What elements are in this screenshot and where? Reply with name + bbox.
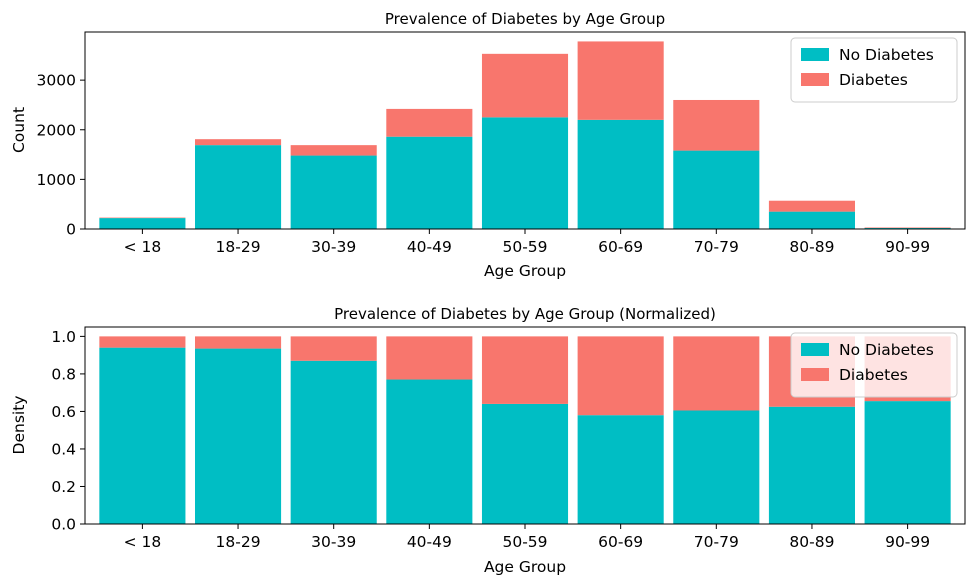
bar-no-diabetes [290, 155, 377, 229]
bar-diabetes [386, 108, 473, 137]
bar-no-diabetes [99, 218, 186, 229]
x-tick-label: 30-39 [311, 533, 356, 551]
x-tick-label: 80-89 [789, 533, 834, 551]
legend-box [790, 37, 958, 103]
x-tick-label: 90-99 [885, 238, 930, 256]
bar-diabetes [99, 217, 186, 219]
x-tick-label: 50-59 [502, 238, 547, 256]
y-tick-label: 0.0 [51, 516, 76, 534]
count-chart: Prevalence of Diabetes by Age Group < 18… [10, 10, 966, 280]
x-tick-label: 60-69 [598, 238, 643, 256]
legend-label: No Diabetes [839, 341, 934, 359]
bar-diabetes [481, 336, 569, 404]
bar-diabetes [195, 336, 282, 349]
bar-no-diabetes [195, 145, 282, 229]
y-tick-label: 0.6 [51, 403, 76, 421]
bar-no-diabetes [673, 410, 760, 524]
x-tick-label: < 18 [124, 533, 162, 551]
legend-box [790, 332, 958, 398]
y-tick-label: 0.8 [51, 365, 76, 383]
x-tick-label: 18-29 [216, 238, 261, 256]
legend-label: No Diabetes [839, 46, 934, 64]
legend-label: Diabetes [839, 71, 908, 89]
density-chart: Prevalence of Diabetes by Age Group (Nor… [10, 305, 966, 576]
x-tick-label: 18-29 [216, 533, 261, 551]
bar-diabetes [673, 99, 760, 151]
y-tick-label: 3000 [37, 72, 76, 90]
bar-diabetes [386, 336, 473, 380]
bar-no-diabetes [768, 406, 855, 524]
bar-no-diabetes [577, 119, 664, 229]
x-tick-label: 90-99 [885, 533, 930, 551]
bar-no-diabetes [386, 379, 473, 524]
x-tick-label: 70-79 [694, 238, 739, 256]
bar-diabetes [290, 145, 377, 156]
x-tick-label: 60-69 [598, 533, 643, 551]
x-axis-ticks: < 18 18-29 30-39 40-49 50-59 60-69 70-79 80-89 9… [124, 229, 930, 256]
bar-no-diabetes [99, 347, 186, 524]
bar-diabetes [864, 227, 951, 229]
bar-no-diabetes [673, 150, 760, 229]
y-tick-label: 0 [66, 221, 76, 239]
bar-no-diabetes [195, 348, 282, 524]
bar-diabetes [577, 336, 664, 416]
x-axis-ticks: < 18 18-29 30-39 40-49 50-59 60-69 70-79 80-89 9… [124, 524, 930, 551]
legend-label: Diabetes [839, 366, 908, 384]
bar-diabetes [768, 200, 855, 212]
y-tick-label: 1.0 [51, 328, 76, 346]
bar-no-diabetes [864, 401, 951, 524]
bar-no-diabetes [481, 117, 569, 229]
legend: No Diabetes Diabetes [790, 37, 958, 103]
y-axis-ticks: 0 1000 2000 3000 [37, 72, 85, 239]
bar-diabetes [290, 336, 377, 361]
legend-swatch [801, 368, 829, 381]
y-tick-label: 2000 [37, 121, 76, 139]
y-axis-ticks: 0.0 0.2 0.4 0.6 0.8 1.0 [51, 328, 85, 534]
bar-diabetes [195, 139, 282, 146]
x-tick-label: 40-49 [407, 533, 452, 551]
bar-diabetes [577, 41, 664, 120]
bar-no-diabetes [290, 360, 377, 524]
legend-swatch [801, 48, 829, 61]
bar-diabetes [481, 53, 569, 118]
y-tick-label: 0.4 [51, 440, 76, 458]
bar-no-diabetes [481, 403, 569, 524]
bar-diabetes [99, 336, 186, 348]
y-axis-label: Density [10, 396, 28, 455]
bar-no-diabetes [577, 415, 664, 524]
bars-layer [99, 41, 951, 229]
legend-swatch [801, 343, 829, 356]
y-axis-label: Count [10, 107, 28, 153]
x-tick-label: < 18 [124, 238, 162, 256]
x-tick-label: 70-79 [694, 533, 739, 551]
x-tick-label: 50-59 [502, 533, 547, 551]
x-tick-label: 80-89 [789, 238, 834, 256]
chart-title: Prevalence of Diabetes by Age Group (Nor… [334, 305, 716, 323]
bar-no-diabetes [768, 211, 855, 229]
x-tick-label: 40-49 [407, 238, 452, 256]
bar-no-diabetes [386, 136, 473, 229]
y-tick-label: 1000 [37, 171, 76, 189]
x-axis-label: Age Group [484, 262, 566, 280]
bar-diabetes [673, 336, 760, 411]
x-tick-label: 30-39 [311, 238, 356, 256]
legend: No Diabetes Diabetes [790, 332, 958, 398]
y-tick-label: 0.2 [51, 478, 76, 496]
chart-title: Prevalence of Diabetes by Age Group [385, 10, 665, 28]
legend-swatch [801, 73, 829, 86]
x-axis-label: Age Group [484, 558, 566, 576]
